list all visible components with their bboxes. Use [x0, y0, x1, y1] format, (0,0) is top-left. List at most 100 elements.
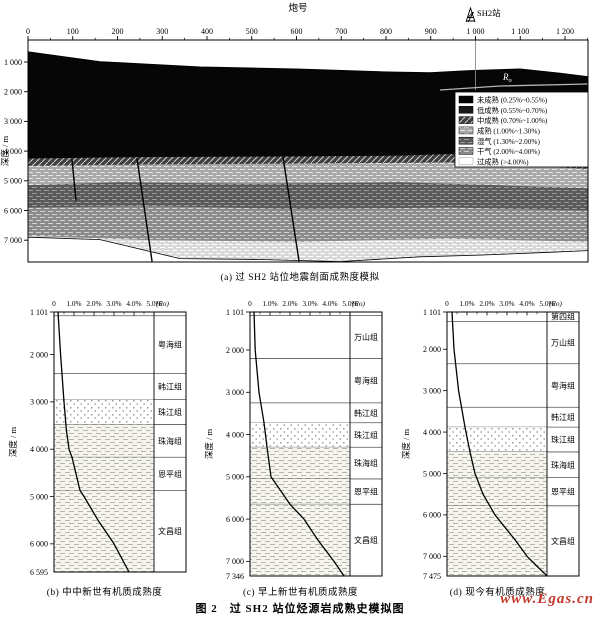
legend-box	[454, 91, 589, 168]
x-tick-label: 3.0%	[106, 299, 121, 308]
ro-label: Ro	[502, 72, 513, 84]
y-tick-label: 3 000	[423, 386, 441, 395]
legend-swatch	[458, 157, 474, 166]
y-axis-title: 深度 / m	[204, 429, 214, 460]
x-tick-label: 700	[335, 27, 347, 36]
x-tick-label: 0	[445, 299, 449, 308]
x-axis-unit: (Ro)	[352, 299, 366, 308]
plot-frame	[53, 311, 187, 573]
formation-label: 第四组	[551, 312, 575, 322]
y-tick-label: 6 000	[4, 206, 22, 215]
formation-label: 珠海组	[158, 436, 182, 446]
x-tick-label: 3.0%	[302, 299, 317, 308]
y-tick-label: 2 000	[30, 350, 48, 359]
formation-label: 万山组	[354, 332, 378, 342]
formation-label: 万山组	[551, 338, 575, 348]
y-tick-label: 2 000	[4, 88, 22, 97]
fault-line	[71, 159, 77, 201]
y-tick-label: 7 000	[423, 552, 441, 561]
x-tick-label: 3.0%	[499, 299, 514, 308]
maturity-curve	[57, 311, 130, 573]
x-tick-label: 500	[246, 27, 258, 36]
x-tick-label: 4.0%	[322, 299, 337, 308]
depth-bottom-label: 7 346	[226, 572, 244, 581]
legend-label: 过成熟 (>4.00%)	[477, 157, 529, 166]
panel-a-caption: (a) 过 SH2 站位地震剖面成熟度模拟	[220, 273, 380, 283]
legend-swatch	[458, 126, 474, 135]
plot-frame	[446, 311, 580, 577]
x-tick-label: 1 200	[556, 27, 574, 36]
panel-b-caption: (b) 中中新世有机质成熟度	[46, 588, 163, 598]
formation-band	[250, 478, 350, 505]
legend: 未成熟 (0.25%~0.55%)低成熟 (0.55%~0.70%)中成熟 (0…	[454, 91, 589, 168]
y-tick-label: 4 000	[226, 430, 244, 439]
y-axis-title: 深度 / m	[8, 427, 18, 458]
formation-label: 珠江组	[354, 430, 378, 440]
y-tick-label: 7 000	[226, 557, 244, 566]
legend-swatch	[458, 116, 474, 124]
panel-c-caption: (c) 早上新世有机质成熟度	[243, 588, 358, 598]
panel-d-caption: (d) 现今有机质成熟度	[449, 588, 546, 598]
y-tick-label: 4 000	[423, 428, 441, 437]
x-tick-label: 5.0%	[539, 299, 554, 308]
formation-band	[54, 457, 154, 491]
formation-label: 文昌组	[551, 536, 575, 546]
y-tick-label: 5 000	[30, 492, 48, 501]
y-axis-title: 深度 / m	[401, 429, 411, 460]
formation-band	[54, 490, 154, 572]
y-tick-label: 7 000	[4, 236, 22, 245]
x-tick-label: 100	[67, 27, 79, 36]
depth-top-label: 1 101	[30, 308, 48, 317]
station-label: SH2站	[477, 8, 501, 18]
depth-bottom-label: 6 595	[30, 568, 48, 577]
legend-label: 湿气 (1.30%~2.00%)	[477, 137, 540, 146]
y-tick-label: 1 000	[4, 58, 22, 67]
formation-label: 珠江组	[158, 407, 182, 417]
y-tick-label: 3 000	[4, 117, 22, 126]
fault-line	[136, 157, 153, 262]
formation-band	[447, 451, 547, 478]
depth-bottom-label: 7 475	[423, 572, 441, 581]
fault-line	[282, 156, 300, 262]
x-tick-label: 0	[26, 27, 30, 36]
formation-label: 文昌组	[354, 535, 378, 545]
legend-label: 未成熟 (0.25%~0.55%)	[477, 96, 548, 105]
y-tick-label: 3 000	[30, 398, 48, 407]
x-tick-label: 4.0%	[126, 299, 141, 308]
formation-label: 粤海组	[158, 340, 182, 350]
legend-swatch	[458, 106, 474, 114]
x-tick-label: 600	[291, 27, 303, 36]
maturity-curve	[253, 311, 345, 577]
formation-label: 粤海组	[551, 380, 575, 390]
formation-label: 粤海组	[354, 376, 378, 386]
x-axis-unit: (Ro)	[549, 299, 563, 308]
formation-band	[54, 399, 154, 425]
formation-label: 珠海组	[551, 460, 575, 470]
depth-top-label: 1 101	[226, 308, 244, 317]
y-tick-label: 2 000	[226, 346, 244, 355]
y-tick-label: 5 000	[226, 473, 244, 482]
formation-label: 恩平组	[158, 469, 182, 479]
ro-marker-line	[439, 83, 589, 91]
x-tick-label: 400	[201, 27, 213, 36]
maturity-curve	[451, 311, 548, 577]
x-tick-label: 900	[425, 27, 437, 36]
cross-section-panel-a: Ro 炮号 0 100 200 300 400 500 600 700 800 900 1 000 1 1…	[0, 2, 589, 263]
x-tick-label: 1 100	[511, 27, 529, 36]
watermark: www.Egas.cn	[500, 591, 594, 607]
formation-band	[54, 424, 154, 458]
y-tick-label: 3 000	[226, 388, 244, 397]
section-bottom-line	[27, 236, 589, 263]
x-tick-label: 0	[52, 299, 56, 308]
formation-band	[250, 447, 350, 479]
formation-label: 韩江组	[551, 412, 575, 422]
y-tick-label: 2 000	[423, 345, 441, 354]
legend-swatch	[458, 147, 474, 155]
legend-label: 低成熟 (0.55%~0.70%)	[477, 106, 548, 115]
legend-label: 干气 (2.00%~4.00%)	[477, 147, 540, 156]
y-tick-label: 6 000	[423, 511, 441, 520]
